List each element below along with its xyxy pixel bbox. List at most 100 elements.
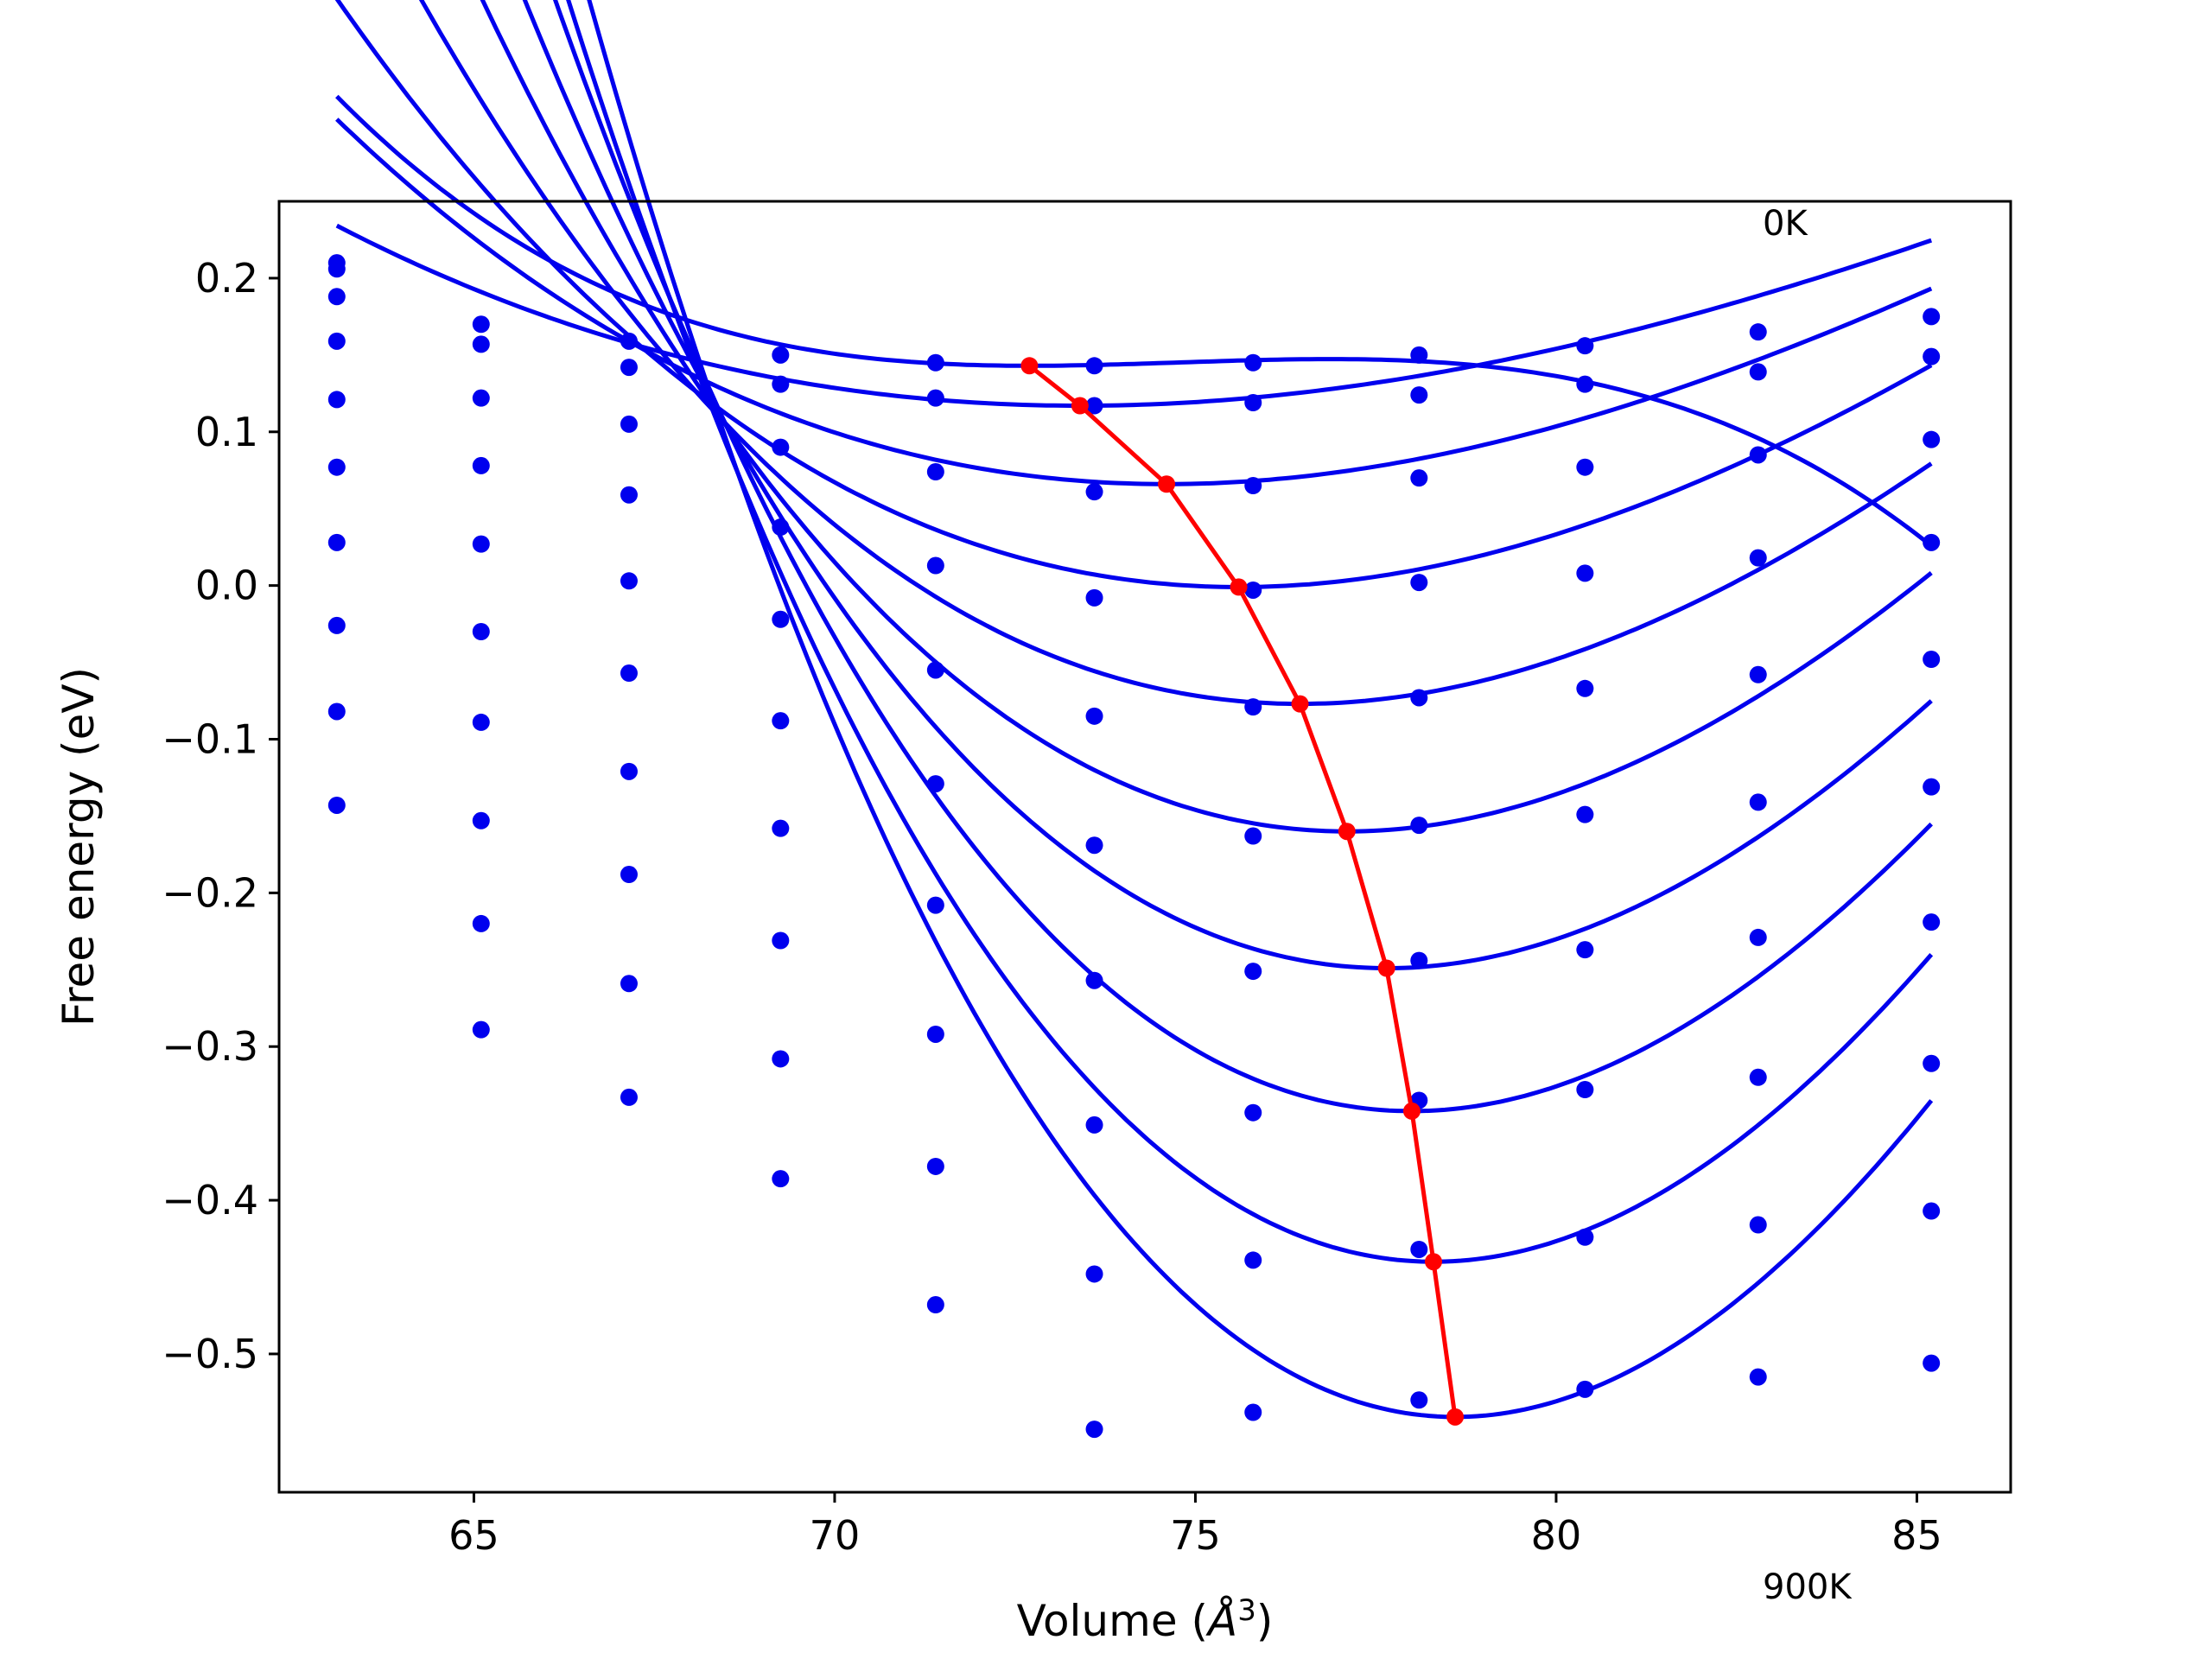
- annotation-0K: 0K: [1763, 204, 1808, 244]
- data-point-9-3: [772, 1170, 790, 1188]
- data-point-9-9: [1749, 1368, 1767, 1386]
- data-point-7-5: [1085, 1116, 1103, 1134]
- data-point-8-9: [1749, 1216, 1767, 1234]
- fit-curve-2: [335, 118, 1933, 486]
- data-point-1-8: [1576, 375, 1594, 393]
- data-point-2-1: [472, 389, 490, 407]
- minimum-point-5: [1338, 823, 1356, 841]
- data-point-5-3: [772, 712, 790, 730]
- data-point-5-7: [1410, 817, 1428, 835]
- data-point-5-5: [1085, 836, 1103, 855]
- data-point-3-7: [1410, 574, 1428, 592]
- data-point-1-6: [1244, 393, 1262, 411]
- data-point-4-6: [1244, 698, 1262, 716]
- data-point-8-7: [1410, 1240, 1428, 1258]
- data-point-6-3: [772, 819, 790, 837]
- minimum-point-4: [1291, 695, 1309, 713]
- data-point-9-6: [1244, 1403, 1262, 1421]
- data-point-4-2: [620, 572, 638, 590]
- y-tick-label-0: 0.2: [195, 255, 258, 302]
- data-point-9-0: [327, 796, 346, 814]
- data-point-8-6: [1244, 1251, 1262, 1269]
- x-tick-label-4: 85: [1891, 1512, 1942, 1559]
- axes-frame: [277, 200, 2012, 1494]
- minimum-point-7: [1402, 1102, 1421, 1120]
- x-tick-label-1: 70: [810, 1512, 861, 1559]
- data-point-2-4: [926, 463, 944, 481]
- data-point-5-8: [1576, 805, 1594, 823]
- data-point-7-0: [327, 616, 346, 634]
- data-point-9-8: [1576, 1380, 1594, 1398]
- minimum-point-3: [1230, 578, 1248, 596]
- data-point-6-6: [1244, 963, 1262, 981]
- data-point-5-0: [327, 458, 346, 476]
- fit-curves: [334, 0, 1934, 1420]
- y-tick-label-6: −0.4: [162, 1177, 258, 1224]
- x-axis-label-unit-exponent: 3: [1237, 1593, 1256, 1628]
- data-point-7-10: [1923, 1054, 1941, 1072]
- data-point-1-7: [1410, 386, 1428, 404]
- y-tick-label-2: 0.0: [195, 563, 258, 609]
- data-point-5-10: [1923, 778, 1941, 796]
- data-point-2-7: [1410, 469, 1428, 487]
- minimum-point-9: [1446, 1408, 1465, 1426]
- data-point-4-0: [327, 391, 346, 409]
- fit-curve-0: [335, 94, 1933, 548]
- data-point-8-0: [327, 702, 346, 721]
- x-axis-label-unit: Å: [1205, 1596, 1237, 1646]
- data-point-3-0: [327, 332, 346, 350]
- data-point-6-10: [1923, 913, 1941, 931]
- data-point-7-1: [472, 811, 490, 830]
- data-point-3-4: [926, 556, 944, 575]
- fit-curve-9: [587, 0, 1934, 1420]
- data-point-5-2: [620, 664, 638, 683]
- data-point-9-10: [1923, 1354, 1941, 1372]
- data-point-5-1: [472, 623, 490, 640]
- data-point-3-5: [1085, 588, 1103, 607]
- data-point-2-8: [1576, 458, 1594, 476]
- data-point-4-3: [772, 610, 790, 628]
- data-point-1-9: [1749, 363, 1767, 381]
- y-tick-label-7: −0.5: [162, 1331, 258, 1377]
- data-point-0-7: [1410, 346, 1428, 364]
- data-point-0-3: [772, 346, 790, 364]
- data-point-0-10: [1923, 308, 1941, 326]
- data-point-6-8: [1576, 941, 1594, 959]
- data-point-8-1: [472, 914, 490, 932]
- data-point-5-6: [1244, 827, 1262, 845]
- data-point-5-9: [1749, 793, 1767, 811]
- data-point-1-4: [926, 389, 944, 407]
- minimum-point-6: [1377, 959, 1395, 977]
- data-point-0-9: [1749, 323, 1767, 341]
- minimum-point-0: [1020, 357, 1039, 375]
- annotation-900K: 900K: [1763, 1567, 1853, 1607]
- fit-curve-3: [334, 0, 1933, 589]
- data-point-2-6: [1244, 477, 1262, 495]
- x-tick-label-3: 80: [1531, 1512, 1582, 1559]
- data-point-4-10: [1923, 651, 1941, 669]
- data-point-4-8: [1576, 679, 1594, 697]
- data-point-1-10: [1923, 347, 1941, 365]
- data-point-2-0: [327, 288, 346, 306]
- data-point-2-3: [772, 438, 790, 456]
- minima-polyline: [1027, 364, 1458, 1418]
- data-point-3-2: [620, 486, 638, 504]
- data-point-2-2: [620, 415, 638, 433]
- x-tick-label-2: 75: [1170, 1512, 1221, 1559]
- data-point-7-3: [772, 931, 790, 950]
- minimum-point-2: [1158, 475, 1176, 493]
- data-point-6-7: [1410, 951, 1428, 969]
- data-point-6-9: [1749, 928, 1767, 946]
- data-point-3-8: [1576, 564, 1594, 582]
- data-point-6-0: [327, 533, 346, 551]
- data-point-8-5: [1085, 1265, 1103, 1283]
- data-point-9-1: [472, 1020, 490, 1039]
- data-point-1-1: [472, 335, 490, 353]
- data-point-7-4: [926, 1025, 944, 1043]
- data-point-7-6: [1244, 1103, 1262, 1122]
- data-point-2-9: [1749, 446, 1767, 464]
- y-tick-label-3: −0.1: [162, 716, 258, 763]
- data-points: [327, 254, 1941, 1439]
- data-point-1-2: [620, 359, 638, 377]
